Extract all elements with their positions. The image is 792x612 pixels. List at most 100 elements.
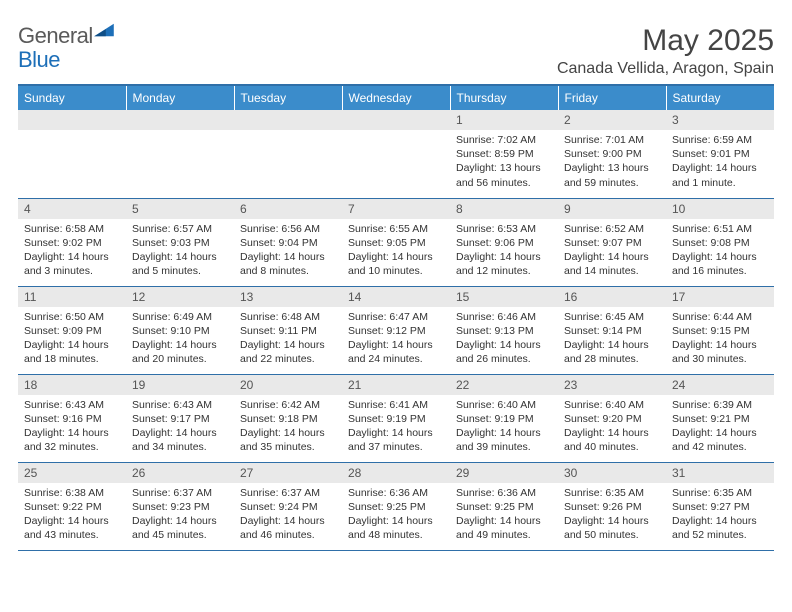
calendar-cell: 16Sunrise: 6:45 AMSunset: 9:14 PMDayligh…: [558, 286, 666, 374]
day-number: 21: [342, 375, 450, 395]
calendar-cell: 21Sunrise: 6:41 AMSunset: 9:19 PMDayligh…: [342, 374, 450, 462]
day-number: 8: [450, 199, 558, 219]
day-number: 6: [234, 199, 342, 219]
calendar-cell: 29Sunrise: 6:36 AMSunset: 9:25 PMDayligh…: [450, 462, 558, 550]
calendar-cell: 30Sunrise: 6:35 AMSunset: 9:26 PMDayligh…: [558, 462, 666, 550]
day-info: Sunrise: 6:51 AMSunset: 9:08 PMDaylight:…: [666, 219, 774, 282]
day-info: Sunrise: 6:57 AMSunset: 9:03 PMDaylight:…: [126, 219, 234, 282]
day-info: Sunrise: 6:41 AMSunset: 9:19 PMDaylight:…: [342, 395, 450, 458]
day-info: Sunrise: 6:46 AMSunset: 9:13 PMDaylight:…: [450, 307, 558, 370]
day-info: Sunrise: 6:37 AMSunset: 9:23 PMDaylight:…: [126, 483, 234, 546]
day-info: Sunrise: 6:59 AMSunset: 9:01 PMDaylight:…: [666, 130, 774, 193]
day-number: 22: [450, 375, 558, 395]
logo-triangle-icon: [94, 22, 114, 43]
calendar-cell: [18, 110, 126, 198]
day-info: Sunrise: 6:42 AMSunset: 9:18 PMDaylight:…: [234, 395, 342, 458]
day-number: 2: [558, 110, 666, 130]
day-info: Sunrise: 6:52 AMSunset: 9:07 PMDaylight:…: [558, 219, 666, 282]
day-number: 9: [558, 199, 666, 219]
calendar-row: 1Sunrise: 7:02 AMSunset: 8:59 PMDaylight…: [18, 110, 774, 198]
calendar-row: 4Sunrise: 6:58 AMSunset: 9:02 PMDaylight…: [18, 198, 774, 286]
day-info: Sunrise: 6:56 AMSunset: 9:04 PMDaylight:…: [234, 219, 342, 282]
calendar-cell: 25Sunrise: 6:38 AMSunset: 9:22 PMDayligh…: [18, 462, 126, 550]
day-info: Sunrise: 6:43 AMSunset: 9:16 PMDaylight:…: [18, 395, 126, 458]
calendar-cell: 4Sunrise: 6:58 AMSunset: 9:02 PMDaylight…: [18, 198, 126, 286]
day-info: Sunrise: 6:36 AMSunset: 9:25 PMDaylight:…: [342, 483, 450, 546]
calendar-cell: 15Sunrise: 6:46 AMSunset: 9:13 PMDayligh…: [450, 286, 558, 374]
day-number: 24: [666, 375, 774, 395]
calendar-cell: [342, 110, 450, 198]
day-info: Sunrise: 6:48 AMSunset: 9:11 PMDaylight:…: [234, 307, 342, 370]
calendar-cell: 3Sunrise: 6:59 AMSunset: 9:01 PMDaylight…: [666, 110, 774, 198]
day-number: 20: [234, 375, 342, 395]
weekday-header-row: SundayMondayTuesdayWednesdayThursdayFrid…: [18, 85, 774, 110]
day-info: Sunrise: 6:40 AMSunset: 9:19 PMDaylight:…: [450, 395, 558, 458]
calendar-body: 1Sunrise: 7:02 AMSunset: 8:59 PMDaylight…: [18, 110, 774, 550]
day-info: Sunrise: 6:36 AMSunset: 9:25 PMDaylight:…: [450, 483, 558, 546]
title-block: May 2025 Canada Vellida, Aragon, Spain: [557, 24, 774, 78]
weekday-header: Monday: [126, 85, 234, 110]
day-number: 23: [558, 375, 666, 395]
day-info: Sunrise: 6:50 AMSunset: 9:09 PMDaylight:…: [18, 307, 126, 370]
calendar-cell: 23Sunrise: 6:40 AMSunset: 9:20 PMDayligh…: [558, 374, 666, 462]
day-number: 13: [234, 287, 342, 307]
day-number: 26: [126, 463, 234, 483]
calendar-cell: 31Sunrise: 6:35 AMSunset: 9:27 PMDayligh…: [666, 462, 774, 550]
day-number-empty: [18, 110, 126, 130]
day-number: 3: [666, 110, 774, 130]
day-info: Sunrise: 6:35 AMSunset: 9:26 PMDaylight:…: [558, 483, 666, 546]
day-info: Sunrise: 7:01 AMSunset: 9:00 PMDaylight:…: [558, 130, 666, 193]
calendar-cell: 18Sunrise: 6:43 AMSunset: 9:16 PMDayligh…: [18, 374, 126, 462]
calendar-cell: 11Sunrise: 6:50 AMSunset: 9:09 PMDayligh…: [18, 286, 126, 374]
weekday-header: Sunday: [18, 85, 126, 110]
calendar-row: 11Sunrise: 6:50 AMSunset: 9:09 PMDayligh…: [18, 286, 774, 374]
day-info: Sunrise: 6:39 AMSunset: 9:21 PMDaylight:…: [666, 395, 774, 458]
day-info: Sunrise: 6:49 AMSunset: 9:10 PMDaylight:…: [126, 307, 234, 370]
weekday-header: Friday: [558, 85, 666, 110]
day-number: 12: [126, 287, 234, 307]
calendar-cell: 7Sunrise: 6:55 AMSunset: 9:05 PMDaylight…: [342, 198, 450, 286]
calendar-cell: 14Sunrise: 6:47 AMSunset: 9:12 PMDayligh…: [342, 286, 450, 374]
day-number: 7: [342, 199, 450, 219]
calendar-cell: 12Sunrise: 6:49 AMSunset: 9:10 PMDayligh…: [126, 286, 234, 374]
day-number: 30: [558, 463, 666, 483]
calendar-cell: 6Sunrise: 6:56 AMSunset: 9:04 PMDaylight…: [234, 198, 342, 286]
calendar-cell: 24Sunrise: 6:39 AMSunset: 9:21 PMDayligh…: [666, 374, 774, 462]
day-info: Sunrise: 6:43 AMSunset: 9:17 PMDaylight:…: [126, 395, 234, 458]
day-number: 11: [18, 287, 126, 307]
weekday-header: Saturday: [666, 85, 774, 110]
calendar-cell: 27Sunrise: 6:37 AMSunset: 9:24 PMDayligh…: [234, 462, 342, 550]
day-number: 5: [126, 199, 234, 219]
day-info: Sunrise: 6:53 AMSunset: 9:06 PMDaylight:…: [450, 219, 558, 282]
calendar-cell: 19Sunrise: 6:43 AMSunset: 9:17 PMDayligh…: [126, 374, 234, 462]
day-number: 28: [342, 463, 450, 483]
day-number: 29: [450, 463, 558, 483]
calendar-table: SundayMondayTuesdayWednesdayThursdayFrid…: [18, 84, 774, 551]
calendar-cell: 20Sunrise: 6:42 AMSunset: 9:18 PMDayligh…: [234, 374, 342, 462]
calendar-cell: 13Sunrise: 6:48 AMSunset: 9:11 PMDayligh…: [234, 286, 342, 374]
day-number: 27: [234, 463, 342, 483]
day-info: Sunrise: 6:38 AMSunset: 9:22 PMDaylight:…: [18, 483, 126, 546]
calendar-cell: 17Sunrise: 6:44 AMSunset: 9:15 PMDayligh…: [666, 286, 774, 374]
calendar-cell: 26Sunrise: 6:37 AMSunset: 9:23 PMDayligh…: [126, 462, 234, 550]
day-info: Sunrise: 6:44 AMSunset: 9:15 PMDaylight:…: [666, 307, 774, 370]
calendar-cell: 22Sunrise: 6:40 AMSunset: 9:19 PMDayligh…: [450, 374, 558, 462]
day-number: 19: [126, 375, 234, 395]
day-number: 14: [342, 287, 450, 307]
day-info: Sunrise: 7:02 AMSunset: 8:59 PMDaylight:…: [450, 130, 558, 193]
weekday-header: Tuesday: [234, 85, 342, 110]
day-info: Sunrise: 6:47 AMSunset: 9:12 PMDaylight:…: [342, 307, 450, 370]
logo: GeneralBlue: [18, 24, 114, 72]
day-number-empty: [126, 110, 234, 130]
calendar-cell: 5Sunrise: 6:57 AMSunset: 9:03 PMDaylight…: [126, 198, 234, 286]
logo-text-blue: Blue: [18, 47, 60, 72]
page-header: GeneralBlue May 2025 Canada Vellida, Ara…: [18, 24, 774, 78]
calendar-cell: 9Sunrise: 6:52 AMSunset: 9:07 PMDaylight…: [558, 198, 666, 286]
day-info: Sunrise: 6:37 AMSunset: 9:24 PMDaylight:…: [234, 483, 342, 546]
calendar-cell: [234, 110, 342, 198]
day-info: Sunrise: 6:55 AMSunset: 9:05 PMDaylight:…: [342, 219, 450, 282]
day-number: 18: [18, 375, 126, 395]
day-info: Sunrise: 6:40 AMSunset: 9:20 PMDaylight:…: [558, 395, 666, 458]
calendar-cell: 10Sunrise: 6:51 AMSunset: 9:08 PMDayligh…: [666, 198, 774, 286]
calendar-cell: 1Sunrise: 7:02 AMSunset: 8:59 PMDaylight…: [450, 110, 558, 198]
